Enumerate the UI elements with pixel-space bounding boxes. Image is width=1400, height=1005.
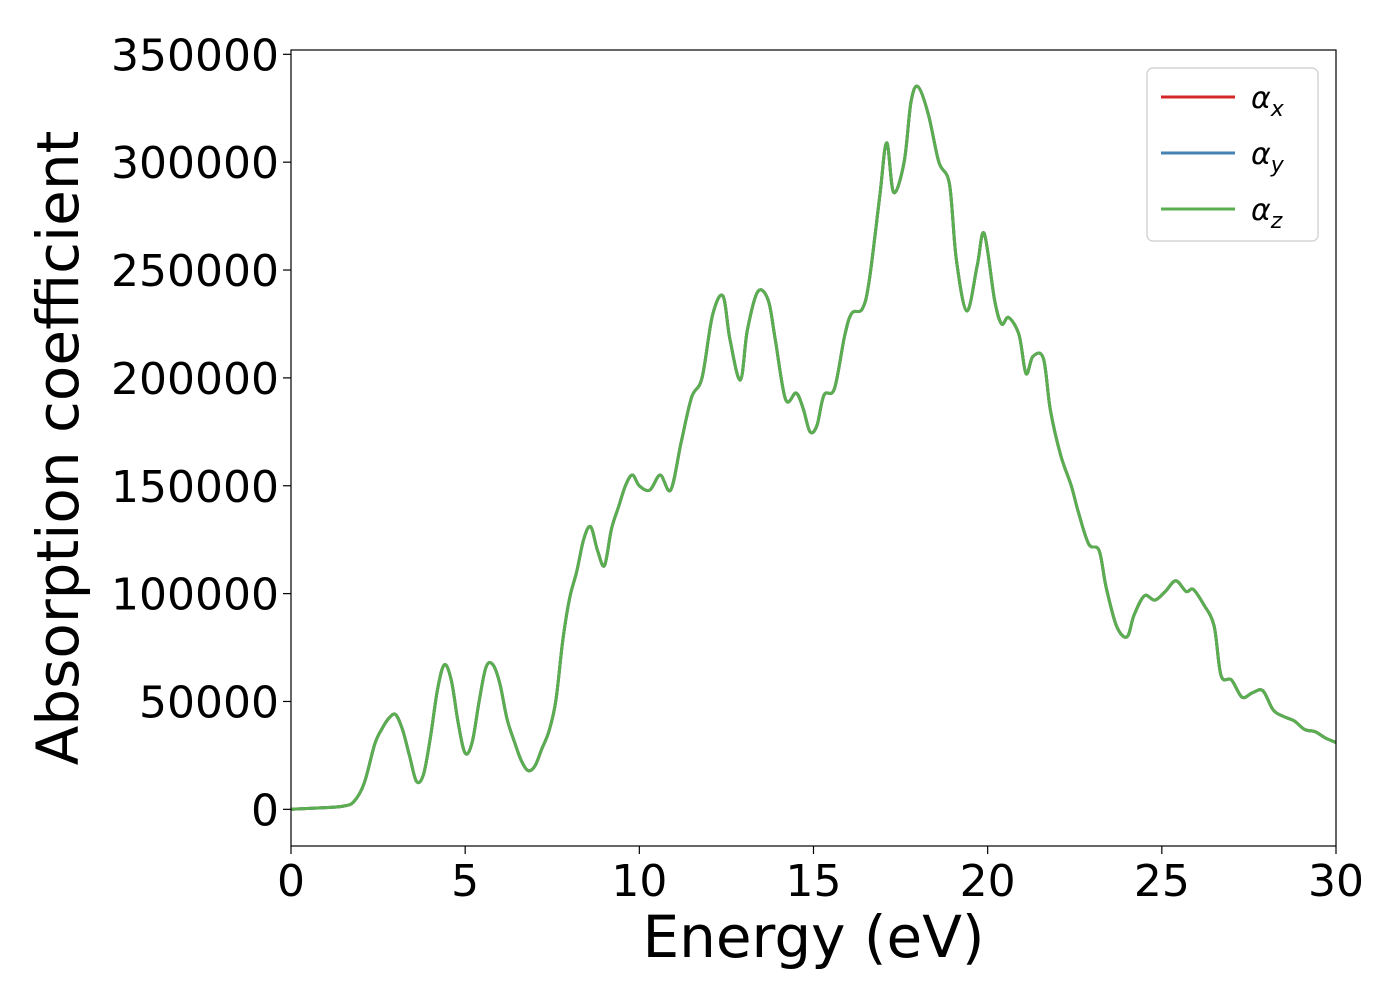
legend-symbol: α [1251,137,1271,172]
y-tick-label: 350000 [111,30,279,81]
x-tick-label: 0 [277,856,305,907]
legend-symbol: α [1251,193,1271,228]
legend-subscript: y [1270,153,1285,178]
series-line-z [290,84,1337,811]
x-tick-label: 10 [611,856,667,907]
x-tick-label: 25 [1134,856,1190,907]
legend-label-y: αy [1251,137,1285,178]
y-tick-label: 150000 [111,462,279,513]
legend-subscript: x [1270,97,1285,122]
x-axis-ticks: 0 5 10 15 20 25 30 [277,846,1364,907]
x-tick-label: 15 [786,856,842,907]
y-tick-label: 300000 [111,138,279,189]
y-axis-title: Absorption coefficient [24,131,92,766]
x-tick-label: 30 [1308,856,1364,907]
y-tick-label: 200000 [111,354,279,405]
x-tick-label: 20 [960,856,1016,907]
y-axis-ticks: 0 50000 100000 150000 200000 250000 300000 3500… [111,30,291,836]
y-tick-label: 100000 [111,570,279,621]
y-tick-label: 250000 [111,246,279,297]
legend-label-x: αx [1251,81,1285,122]
legend-symbol: α [1251,81,1271,116]
legend-label-z: αz [1251,193,1283,234]
series-layer [290,84,1337,811]
y-tick-label: 50000 [139,677,279,728]
legend-subscript: z [1270,209,1283,234]
y-tick-label: 0 [251,785,279,836]
x-axis-title: Energy (eV) [642,903,984,971]
x-tick-label: 5 [451,856,479,907]
